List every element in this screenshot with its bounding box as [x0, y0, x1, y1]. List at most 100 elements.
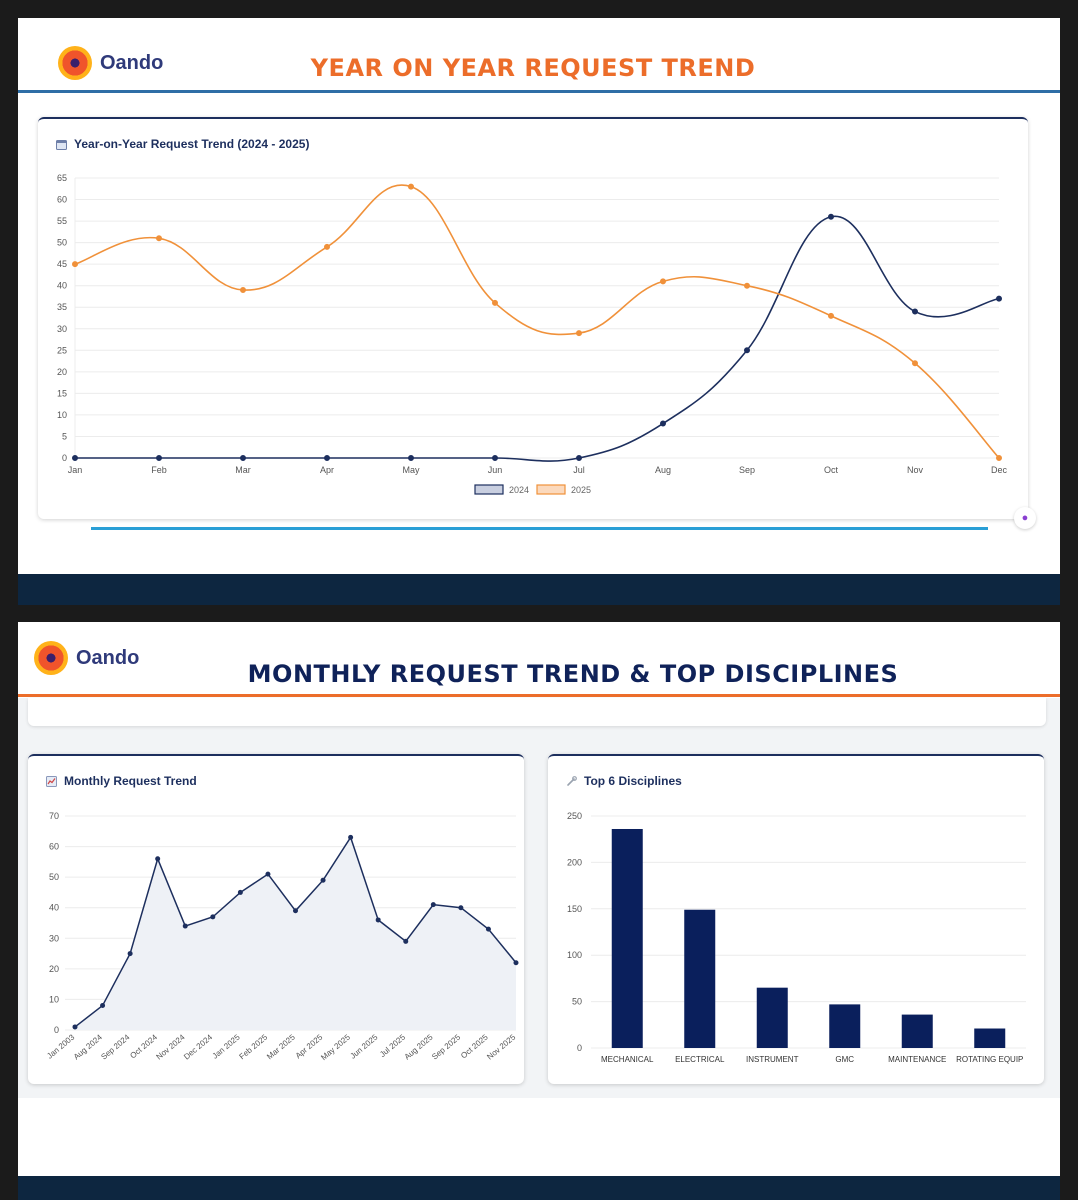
data-point: [348, 834, 354, 840]
footer-bar: [18, 1176, 1060, 1200]
y-tick-label: 0: [577, 1043, 582, 1053]
x-tick-label: Aug 2025: [403, 1032, 435, 1061]
y-tick-label: 40: [49, 903, 59, 913]
footer-bar: [18, 574, 1060, 605]
x-tick-label: May 2025: [319, 1032, 352, 1062]
data-point-2025: [240, 287, 246, 293]
summary-strip: [28, 698, 1046, 726]
card-title: Year-on-Year Request Trend (2024 - 2025): [56, 137, 309, 151]
data-point-2025: [72, 261, 78, 268]
x-tick-label: ELECTRICAL: [675, 1055, 725, 1064]
x-tick-label: GMC: [835, 1055, 854, 1064]
yoy-chart-card: Year-on-Year Request Trend (2024 - 2025)…: [38, 117, 1028, 519]
brand-name: Oando: [76, 646, 140, 669]
brand-name: Oando: [100, 51, 164, 74]
y-tick-label: 250: [567, 811, 582, 821]
series-line-2025: [74, 184, 1000, 459]
data-point-2024: [744, 347, 750, 354]
y-tick-label: 10: [49, 994, 59, 1004]
data-point-2024: [996, 295, 1002, 302]
y-tick-label: 5: [62, 431, 67, 441]
data-point: [375, 917, 381, 923]
x-tick-label: Mar: [235, 465, 251, 475]
legend-label: 2025: [571, 485, 591, 495]
oando-logo-icon: [34, 641, 68, 675]
bar-gmc: [829, 1004, 861, 1048]
data-point: [265, 871, 271, 877]
x-tick-label: Nov 2025: [485, 1032, 517, 1061]
disciplines-card: Top 6 Disciplines 0 50 100 150 200 250 MECHANI…: [548, 754, 1044, 1084]
data-point-2025: [156, 235, 162, 242]
y-tick-label: 55: [57, 216, 67, 226]
x-tick-label: Sep 2025: [430, 1032, 462, 1061]
x-tick-label: Sep: [739, 465, 755, 475]
x-tick-label: Aug: [655, 465, 671, 475]
x-tick-label: Nov 2024: [155, 1032, 187, 1061]
x-tick-label: Jan: [68, 465, 83, 475]
y-tick-label: 60: [49, 842, 59, 852]
data-point-2024: [156, 455, 162, 461]
data-point-2025: [912, 360, 918, 367]
x-tick-label: Dec: [991, 465, 1008, 475]
data-point: [320, 877, 326, 883]
x-tick-label: Aug 2024: [72, 1032, 104, 1061]
x-tick-label: INSTRUMENT: [746, 1055, 799, 1064]
data-point-2024: [324, 455, 330, 461]
x-tick-label: ROTATING EQUIP: [956, 1055, 1023, 1064]
data-point: [182, 923, 188, 929]
y-tick-label: 0: [62, 453, 67, 463]
x-tick-label: Mar 2025: [265, 1032, 297, 1061]
data-point-2024: [828, 213, 834, 220]
y-tick-label: 150: [567, 904, 582, 914]
data-point-2025: [660, 278, 666, 285]
data-point-2024: [72, 455, 78, 461]
data-point-2024: [660, 420, 666, 427]
bar-maintenance: [901, 1014, 933, 1048]
data-point-2024: [492, 455, 498, 461]
data-point-2024: [576, 455, 582, 461]
data-point: [430, 902, 436, 908]
data-point-2024: [912, 308, 918, 315]
x-tick-label: Oct: [824, 465, 839, 475]
data-point-2025: [828, 312, 834, 319]
y-tick-label: 35: [57, 302, 67, 312]
brain-icon[interactable]: ●: [1014, 507, 1036, 529]
y-tick-label: 65: [57, 173, 67, 183]
data-point-2025: [492, 299, 498, 306]
data-point: [155, 856, 161, 862]
data-point: [458, 905, 464, 911]
y-tick-label: 30: [49, 933, 59, 943]
legend-swatch-2025: [536, 484, 566, 495]
data-point-2025: [408, 183, 414, 190]
card-title: Monthly Request Trend: [46, 774, 197, 788]
oando-logo-icon: [58, 46, 92, 80]
x-tick-label: Jun: [488, 465, 503, 475]
y-tick-label: 60: [57, 195, 67, 205]
x-tick-label: May: [402, 465, 420, 475]
x-tick-label: MAINTENANCE: [888, 1055, 946, 1064]
y-tick-label: 20: [57, 367, 67, 377]
data-point-2025: [324, 243, 330, 250]
y-tick-label: 45: [57, 259, 67, 269]
calendar-icon: [56, 139, 67, 150]
data-point-2024: [408, 455, 414, 461]
data-point: [127, 951, 133, 957]
slide-year-on-year: Oando YEAR ON YEAR REQUEST TREND Year-on…: [18, 18, 1060, 605]
y-tick-label: 200: [567, 857, 582, 867]
x-tick-label: MECHANICAL: [601, 1055, 654, 1064]
x-tick-label: Sep 2024: [99, 1032, 131, 1061]
bar-mechanical: [611, 828, 643, 1048]
data-point-2025: [744, 282, 750, 289]
data-point: [210, 914, 216, 920]
x-tick-label: Nov: [907, 465, 924, 475]
x-tick-label: Feb 2025: [238, 1032, 270, 1061]
y-tick-label: 50: [57, 238, 67, 248]
y-tick-label: 100: [567, 950, 582, 960]
x-tick-label: Jul: [573, 465, 585, 475]
bar-rotating-equip: [974, 1028, 1006, 1048]
header-divider: [18, 694, 1060, 697]
header-divider: [18, 90, 1060, 93]
card-title: Top 6 Disciplines: [566, 774, 682, 788]
